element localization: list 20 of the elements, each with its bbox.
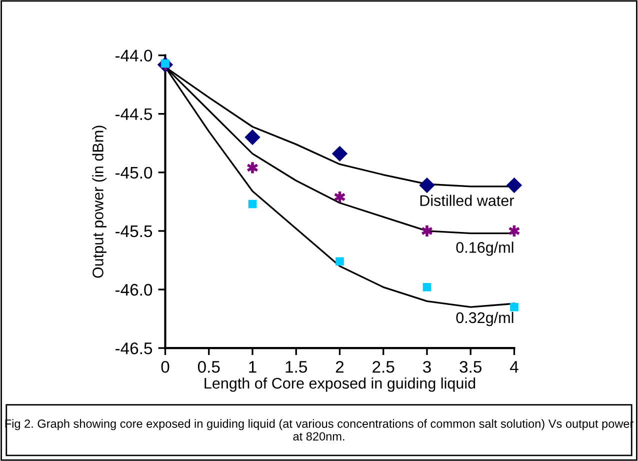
y-tick-label: -46.5	[115, 342, 152, 354]
y-tick-label: -44.0	[115, 50, 152, 62]
x-tick-label: 3	[422, 360, 431, 373]
x-tick-label: 2	[336, 360, 344, 373]
x-tick-label: 0	[161, 360, 170, 373]
series-label: 0.32g/ml	[456, 312, 514, 326]
x-tick-label: 1	[249, 361, 256, 373]
x-tick-label: 4	[510, 361, 518, 373]
y-tick-label: -45.5	[115, 226, 152, 238]
y-tick-label: -44.5	[115, 108, 152, 120]
x-axis-title: Length of Core exposed in guiding liquid	[204, 377, 476, 392]
y-axis-title: Output power (in dBm)	[92, 126, 106, 278]
x-tick-label: 2.5	[372, 360, 394, 373]
y-tick-label: -46.0	[115, 284, 152, 296]
series-label: Distilled water	[420, 194, 514, 206]
y-tick-label: -45.0	[115, 166, 152, 179]
x-tick-label: 1.5	[286, 361, 307, 373]
x-tick-label: 3.5	[460, 360, 482, 373]
series-label: 0.16g/ml	[456, 242, 514, 256]
x-tick-label: 0.5	[198, 360, 220, 373]
